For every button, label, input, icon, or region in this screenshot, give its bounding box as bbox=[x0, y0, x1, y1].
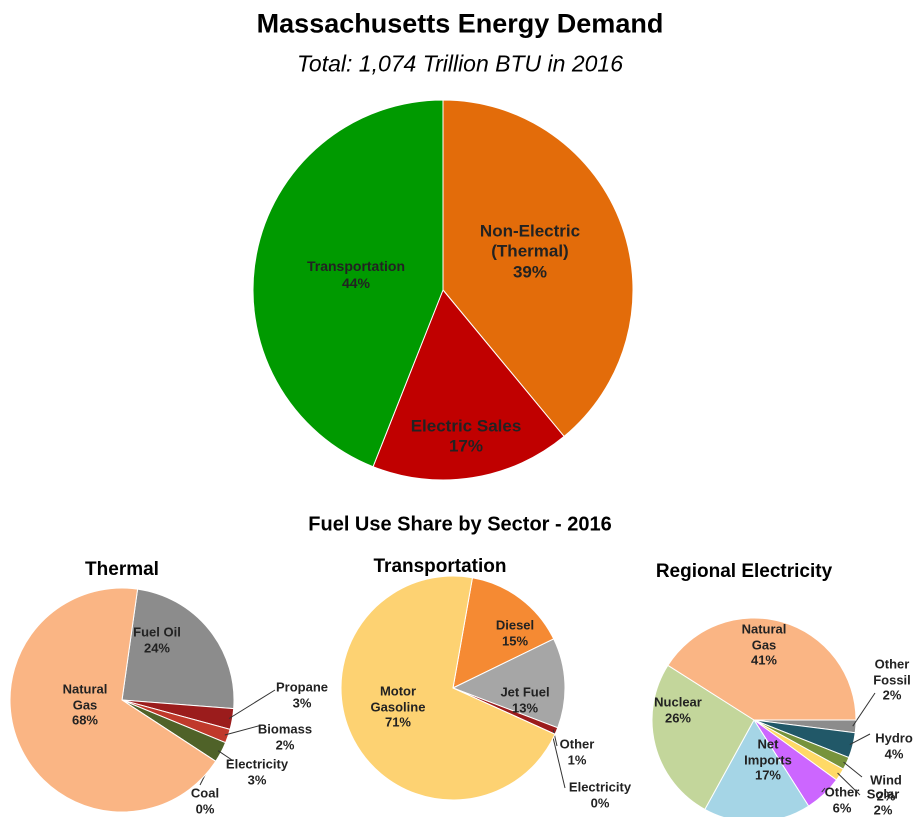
slice-label: Wind 2% bbox=[870, 772, 902, 803]
slice-label: Diesel 15% bbox=[496, 617, 534, 648]
category-label: Fuel Oil bbox=[133, 624, 181, 640]
category-label: Propane bbox=[275, 679, 329, 695]
leader-line bbox=[224, 724, 263, 736]
category-label: Motor Gasoline bbox=[370, 683, 426, 715]
slice-label: Natural Gas 68% bbox=[63, 682, 108, 729]
main-title: Massachusetts Energy Demand bbox=[256, 8, 664, 39]
slice-label: Natural Gas 41% bbox=[742, 622, 787, 669]
slice-label: Non-Electric (Thermal) 39% bbox=[480, 221, 580, 282]
value-label: 0% bbox=[195, 801, 215, 816]
category-label: Hydro bbox=[875, 730, 913, 746]
chart-title: Thermal bbox=[85, 559, 159, 580]
slice-label: Other 1% bbox=[560, 736, 595, 767]
leader-line bbox=[821, 787, 826, 793]
value-label: 3% bbox=[292, 695, 312, 710]
value-label: 0% bbox=[590, 795, 610, 810]
value-label: 17% bbox=[754, 767, 782, 783]
slice-label: Jet Fuel 13% bbox=[500, 684, 549, 715]
category-label: Diesel bbox=[495, 617, 535, 633]
chart-title: Transportation bbox=[373, 556, 507, 577]
value-label: 13% bbox=[511, 700, 539, 715]
value-label: 2% bbox=[882, 687, 902, 703]
value-label: 2% bbox=[275, 737, 295, 752]
pie-slice bbox=[9, 587, 217, 813]
value-label: 71% bbox=[384, 714, 412, 730]
value-label: 2% bbox=[873, 802, 893, 817]
category-label: Wind bbox=[870, 772, 902, 788]
pie-slice bbox=[704, 719, 810, 817]
slice-label: Electricity 0% bbox=[569, 779, 631, 810]
main-subtitle: Total: 1,074 Trillion BTU in 2016 bbox=[296, 50, 624, 77]
pie-slice bbox=[452, 577, 555, 689]
slice-label: Propane 3% bbox=[276, 679, 328, 710]
slice-label: Coal 0% bbox=[191, 785, 219, 816]
leader-line bbox=[837, 772, 861, 796]
slice-label: Fuel Oil 24% bbox=[133, 624, 181, 655]
slice-label: Nuclear 26% bbox=[654, 694, 702, 725]
slice-label: Motor Gasoline 71% bbox=[371, 684, 426, 731]
value-label: 26% bbox=[664, 710, 692, 725]
category-label: Electric Sales bbox=[410, 416, 522, 436]
section-title: Fuel Use Share by Sector - 2016 bbox=[308, 513, 612, 536]
category-label: Natural Gas bbox=[62, 681, 108, 713]
value-label: 3% bbox=[247, 772, 267, 787]
category-label: Electricity bbox=[225, 756, 289, 772]
category-label: Biomass bbox=[257, 721, 313, 737]
pie-slice bbox=[651, 664, 755, 811]
category-label: Net Imports bbox=[744, 736, 792, 768]
category-label: Natural Gas bbox=[741, 621, 787, 653]
slice-label: Electricity 3% bbox=[226, 756, 288, 787]
leader-line bbox=[849, 733, 871, 746]
value-label: 41% bbox=[750, 652, 778, 668]
category-label: Jet Fuel bbox=[500, 684, 550, 700]
value-label: 17% bbox=[448, 437, 484, 456]
value-label: 39% bbox=[512, 262, 548, 282]
value-label: 1% bbox=[567, 752, 587, 767]
pie-slice bbox=[372, 289, 565, 481]
leader-line bbox=[552, 729, 558, 747]
slice-label: Transportation 44% bbox=[307, 258, 405, 292]
value-label: 4% bbox=[884, 746, 904, 761]
leader-line bbox=[843, 761, 863, 778]
value-label: 6% bbox=[832, 800, 852, 815]
category-label: Other bbox=[824, 784, 860, 800]
category-label: Non-Electric (Thermal) bbox=[479, 221, 581, 261]
value-label: 15% bbox=[501, 633, 529, 648]
pie-slice bbox=[121, 588, 235, 710]
category-label: Coal bbox=[190, 785, 220, 801]
value-label: 24% bbox=[143, 640, 171, 655]
slice-label: Biomass 2% bbox=[258, 721, 312, 752]
leader-line bbox=[551, 732, 566, 789]
value-label: 2% bbox=[876, 788, 896, 803]
pie-slice bbox=[442, 99, 634, 438]
slice-label: Solar 2% bbox=[867, 786, 900, 817]
leader-line bbox=[852, 692, 876, 727]
category-label: Other bbox=[559, 736, 595, 752]
category-label: Electricity bbox=[568, 779, 632, 795]
slice-label: Electric Sales 17% bbox=[411, 417, 522, 458]
pie-slice bbox=[667, 617, 857, 721]
slice-label: Other 6% bbox=[825, 784, 860, 815]
slice-label: Other Fossil 2% bbox=[873, 657, 911, 704]
chart-title: Regional Electricity bbox=[655, 561, 833, 582]
pie-slice bbox=[252, 99, 444, 468]
slice-label: Hydro 4% bbox=[875, 730, 913, 761]
leader-line bbox=[217, 750, 233, 761]
category-label: Other Fossil bbox=[873, 656, 911, 688]
pie-slice bbox=[451, 638, 566, 729]
category-label: Solar bbox=[866, 786, 900, 802]
category-label: Nuclear bbox=[654, 694, 702, 710]
leader-line bbox=[228, 689, 276, 719]
value-label: 68% bbox=[71, 712, 99, 728]
value-label: 44% bbox=[341, 275, 371, 291]
category-label: Transportation bbox=[306, 258, 406, 275]
pie-slice bbox=[340, 575, 556, 801]
slice-label: Net Imports 17% bbox=[744, 737, 792, 784]
